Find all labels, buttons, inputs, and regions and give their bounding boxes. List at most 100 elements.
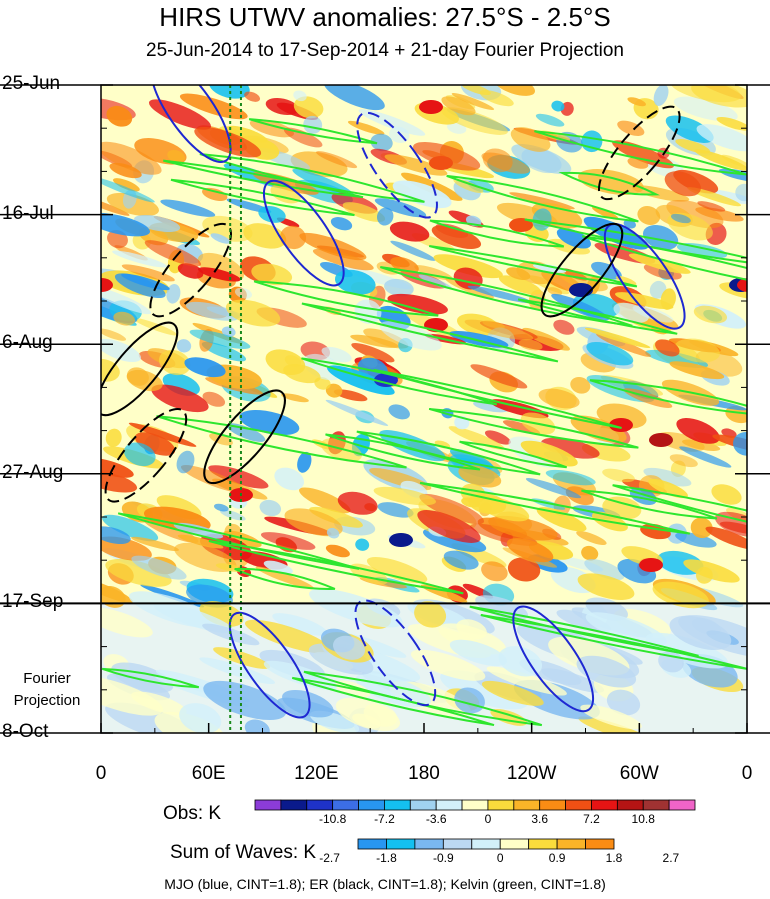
anomaly-patch	[390, 240, 436, 261]
anomaly-patch	[570, 415, 627, 443]
anomaly-patch	[202, 187, 228, 201]
x-tick-label: 180	[408, 763, 440, 784]
anomaly-patch	[441, 107, 508, 135]
anomaly-patch	[225, 299, 281, 327]
anomaly-patch	[498, 275, 542, 295]
anomaly-patch	[401, 172, 463, 201]
obs-colorbar-swatch	[616, 799, 644, 811]
anomaly-patch	[189, 329, 251, 349]
anomaly-patch	[325, 383, 343, 398]
x-tick-label: 120W	[506, 763, 557, 784]
kelvin-contour	[163, 159, 364, 199]
anomaly-patch	[293, 96, 324, 119]
anomaly-patch	[370, 133, 393, 152]
anomaly-patch	[283, 127, 323, 148]
anomaly-patch	[532, 263, 567, 273]
anomaly-patch	[102, 514, 159, 542]
kelvin-contour	[101, 667, 200, 689]
anomaly-patch	[350, 334, 399, 348]
anomaly-patch	[392, 180, 452, 209]
anomaly-core	[101, 278, 113, 292]
kelvin-contour	[156, 415, 407, 469]
kelvin-contour	[446, 174, 639, 223]
anomaly-patch	[506, 537, 554, 563]
anomaly-patch	[219, 509, 246, 521]
anomaly-patch	[683, 559, 740, 583]
anomaly-patch	[643, 263, 682, 280]
anomaly-patch	[325, 544, 350, 558]
anomaly-patch	[105, 558, 172, 587]
anomaly-patch	[281, 393, 309, 403]
kelvin-contour	[234, 567, 336, 590]
waves-colorbar-tick-label: 0.9	[548, 851, 566, 865]
anomaly-patch	[210, 233, 231, 244]
anomaly-patch	[643, 467, 692, 487]
anomaly-patch	[418, 274, 453, 290]
anomaly-patch	[327, 365, 395, 395]
anomaly-patch	[615, 292, 674, 310]
kelvin-contour	[517, 298, 678, 335]
anomaly-patch	[479, 89, 514, 107]
anomaly-patch	[547, 238, 591, 255]
anomaly-patch	[355, 538, 370, 551]
projection-patch	[613, 608, 671, 638]
anomaly-patch	[376, 207, 394, 226]
anomaly-patch	[263, 560, 293, 574]
anomaly-patch	[284, 508, 343, 537]
anomaly-patch	[260, 532, 316, 550]
anomaly-patch	[101, 141, 162, 175]
anomaly-core	[649, 433, 673, 447]
projection-patch	[481, 680, 544, 706]
projection-patch	[449, 639, 508, 667]
anomaly-patch	[226, 423, 266, 442]
obs-colorbar-swatch	[358, 799, 385, 811]
kelvin-contour	[469, 605, 699, 657]
obs-colorbar-swatch	[254, 799, 282, 811]
anomaly-patch	[676, 243, 728, 259]
anomaly-patch	[101, 285, 152, 315]
anomaly-patch	[121, 264, 175, 282]
anomaly-patch	[482, 148, 513, 173]
obs-colorbar-tick-label: 3.6	[531, 812, 549, 826]
anomaly-patch	[113, 311, 136, 326]
anomaly-patch	[705, 526, 747, 550]
anomaly-patch	[696, 124, 747, 152]
anomaly-patch	[293, 90, 307, 102]
y-tick-label: 16-Jul	[2, 202, 54, 224]
waves-colorbar-tick-label: 2.7	[662, 851, 680, 865]
projection-patch	[585, 612, 667, 646]
anomaly-patch	[583, 216, 649, 250]
waves-colorbar-swatch	[414, 838, 444, 850]
anomaly-patch	[448, 426, 505, 450]
obs-colorbar-swatch	[565, 799, 592, 811]
obs-colorbar-swatch	[461, 799, 489, 811]
anomaly-patch	[545, 469, 596, 486]
anomaly-patch	[101, 176, 155, 203]
anomaly-patch	[265, 349, 306, 375]
obs-colorbar-swatch	[384, 799, 411, 811]
anomaly-patch	[464, 319, 534, 341]
anomaly-patch	[675, 532, 717, 548]
kelvin-contour	[248, 118, 378, 145]
obs-colorbar-swatch	[668, 799, 696, 811]
anomaly-patch	[484, 430, 511, 445]
anomaly-patch	[507, 557, 541, 582]
anomaly-patch	[388, 404, 410, 420]
anomaly-patch	[101, 358, 120, 382]
anomaly-patch	[101, 577, 134, 604]
anomaly-patch	[655, 339, 680, 357]
obs-colorbar-swatch	[642, 799, 670, 811]
anomaly-patch	[158, 349, 191, 376]
mjo-contour	[356, 111, 438, 219]
anomaly-patch	[249, 119, 295, 138]
anomaly-patch	[690, 517, 713, 539]
x-tick-label: 60E	[191, 763, 226, 784]
obs-colorbar-tick-label: -10.8	[318, 812, 347, 826]
waves-colorbar-swatch	[528, 838, 558, 850]
anomaly-patch	[363, 328, 409, 349]
anomaly-patch	[180, 465, 247, 494]
projection-patch	[101, 607, 153, 638]
anomaly-patch	[577, 573, 635, 600]
anomaly-field	[101, 85, 747, 733]
chart-title: HIRS UTWV anomalies: 27.5°S - 2.5°S	[159, 2, 611, 32]
